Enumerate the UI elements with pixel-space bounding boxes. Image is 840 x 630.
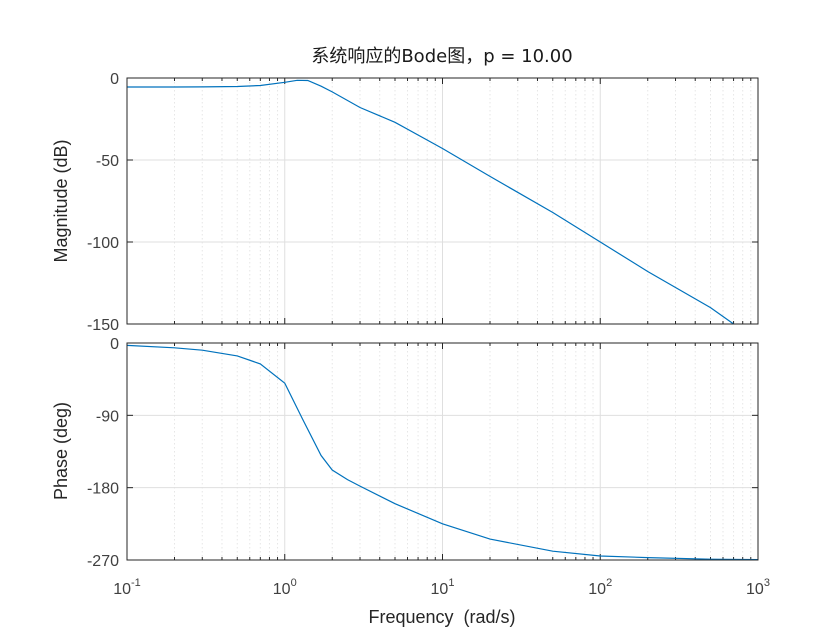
phase-y-tick-label: 0 — [110, 336, 119, 353]
magnitude-axes-box — [126, 77, 759, 325]
magnitude-y-tick-label: 0 — [110, 71, 119, 88]
magnitude-y-axis-label: Magnitude (dB) — [51, 139, 71, 262]
phase-response-curve — [126, 344, 759, 561]
x-axis-label: Frequency (rad/s) — [368, 607, 515, 627]
x-tick-label: 102 — [588, 577, 612, 598]
x-tick-label: 101 — [431, 577, 455, 598]
x-tick-label: 10-1 — [113, 577, 141, 598]
magnitude-response-curve — [127, 79, 734, 325]
x-tick-label: 100 — [273, 577, 297, 598]
magnitude-y-tick-label: -100 — [87, 235, 119, 252]
chart-title: 系统响应的Bode图，p = 10.00 — [311, 46, 572, 67]
phase-axes-box — [126, 342, 759, 561]
phase-y-tick-label: -180 — [87, 481, 119, 498]
phase-y-axis-label: Phase (deg) — [51, 402, 71, 500]
x-tick-label: 103 — [746, 577, 770, 598]
magnitude-y-tick-label: -150 — [87, 317, 119, 334]
phase-y-tick-label: -90 — [96, 408, 119, 425]
magnitude-plot: 0 -50 -100 -150 — [87, 71, 759, 334]
magnitude-y-tick-label: -50 — [96, 153, 119, 170]
phase-y-tick-label: -270 — [87, 553, 119, 570]
phase-plot: 0 -90 -180 -270 10-1 100 101 102 103 — [87, 336, 770, 598]
